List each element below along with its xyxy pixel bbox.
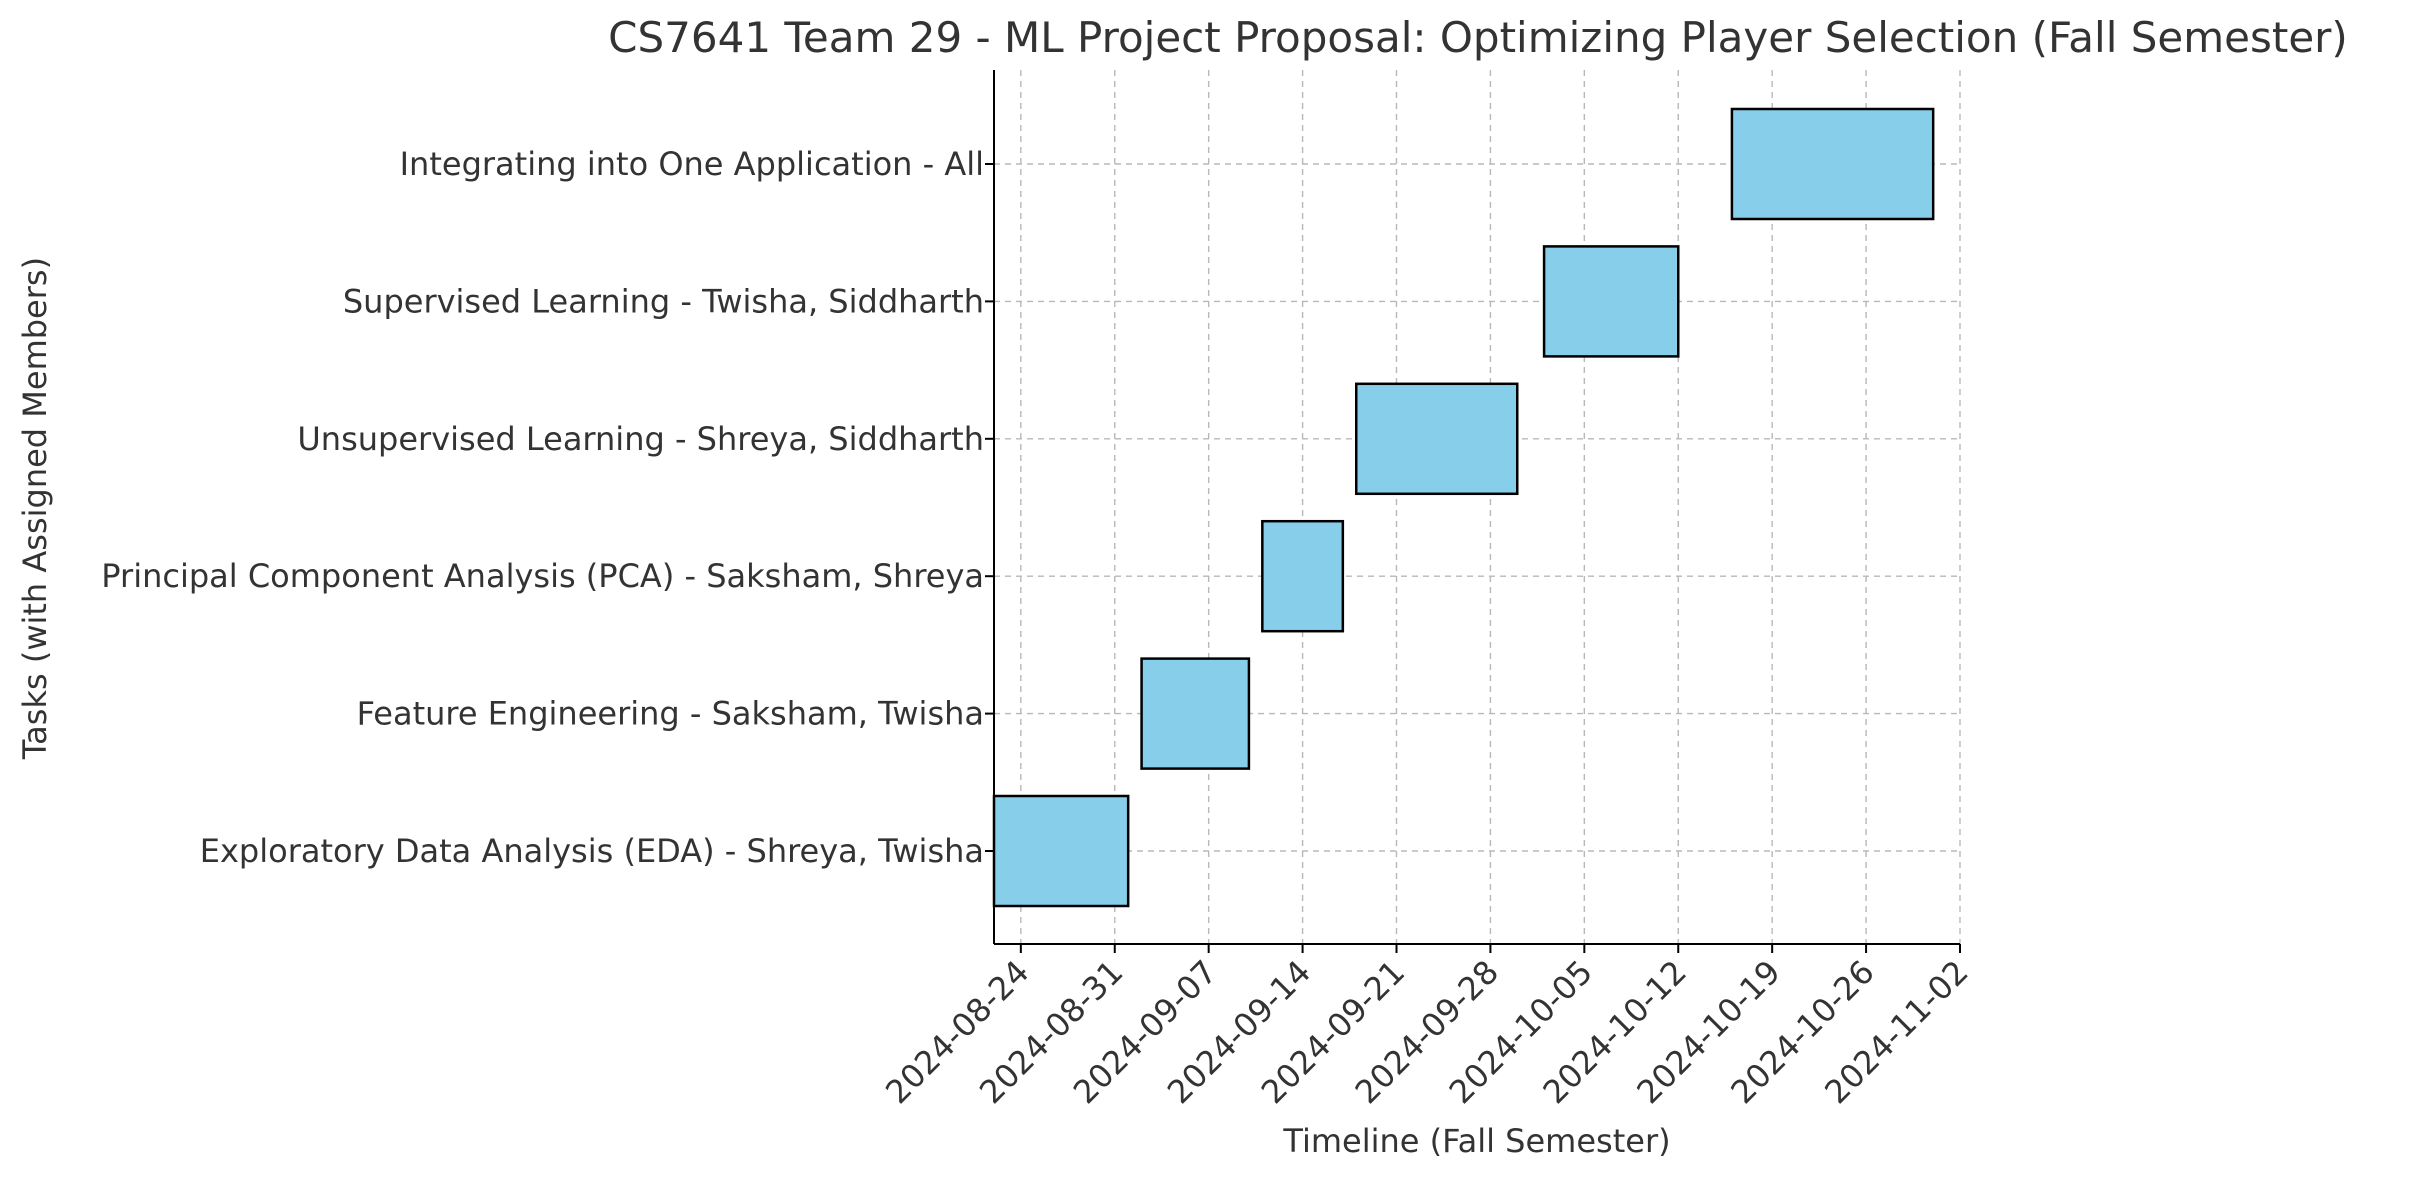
- task-bar: [1355, 382, 1519, 496]
- x-axis-label: Timeline (Fall Semester): [1282, 1122, 1670, 1160]
- task-bar: [992, 794, 1130, 908]
- y-tick-label: Supervised Learning - Twisha, Siddharth: [343, 282, 984, 320]
- task-bars: [992, 107, 1935, 908]
- ticks: [985, 163, 1961, 953]
- y-tick-label: Exploratory Data Analysis (EDA) - Shreya…: [200, 832, 984, 870]
- task-bar: [1261, 519, 1345, 633]
- task-bar: [1730, 107, 1935, 221]
- task-bar: [1140, 657, 1251, 770]
- y-axis-label: Tasks (with Assigned Members): [16, 257, 54, 760]
- task-bar: [1542, 245, 1680, 358]
- y-tick-label: Principal Component Analysis (PCA) - Sak…: [101, 557, 984, 595]
- y-tick-label: Feature Engineering - Saksham, Twisha: [357, 695, 984, 733]
- y-tick-label: Unsupervised Learning - Shreya, Siddhart…: [297, 420, 984, 458]
- tick-labels: 2024-08-242024-08-312024-09-072024-09-14…: [101, 145, 1975, 1111]
- axes: [993, 70, 1960, 945]
- y-tick-label: Integrating into One Application - All: [400, 145, 984, 183]
- chart-title: CS7641 Team 29 - ML Project Proposal: Op…: [608, 13, 2348, 62]
